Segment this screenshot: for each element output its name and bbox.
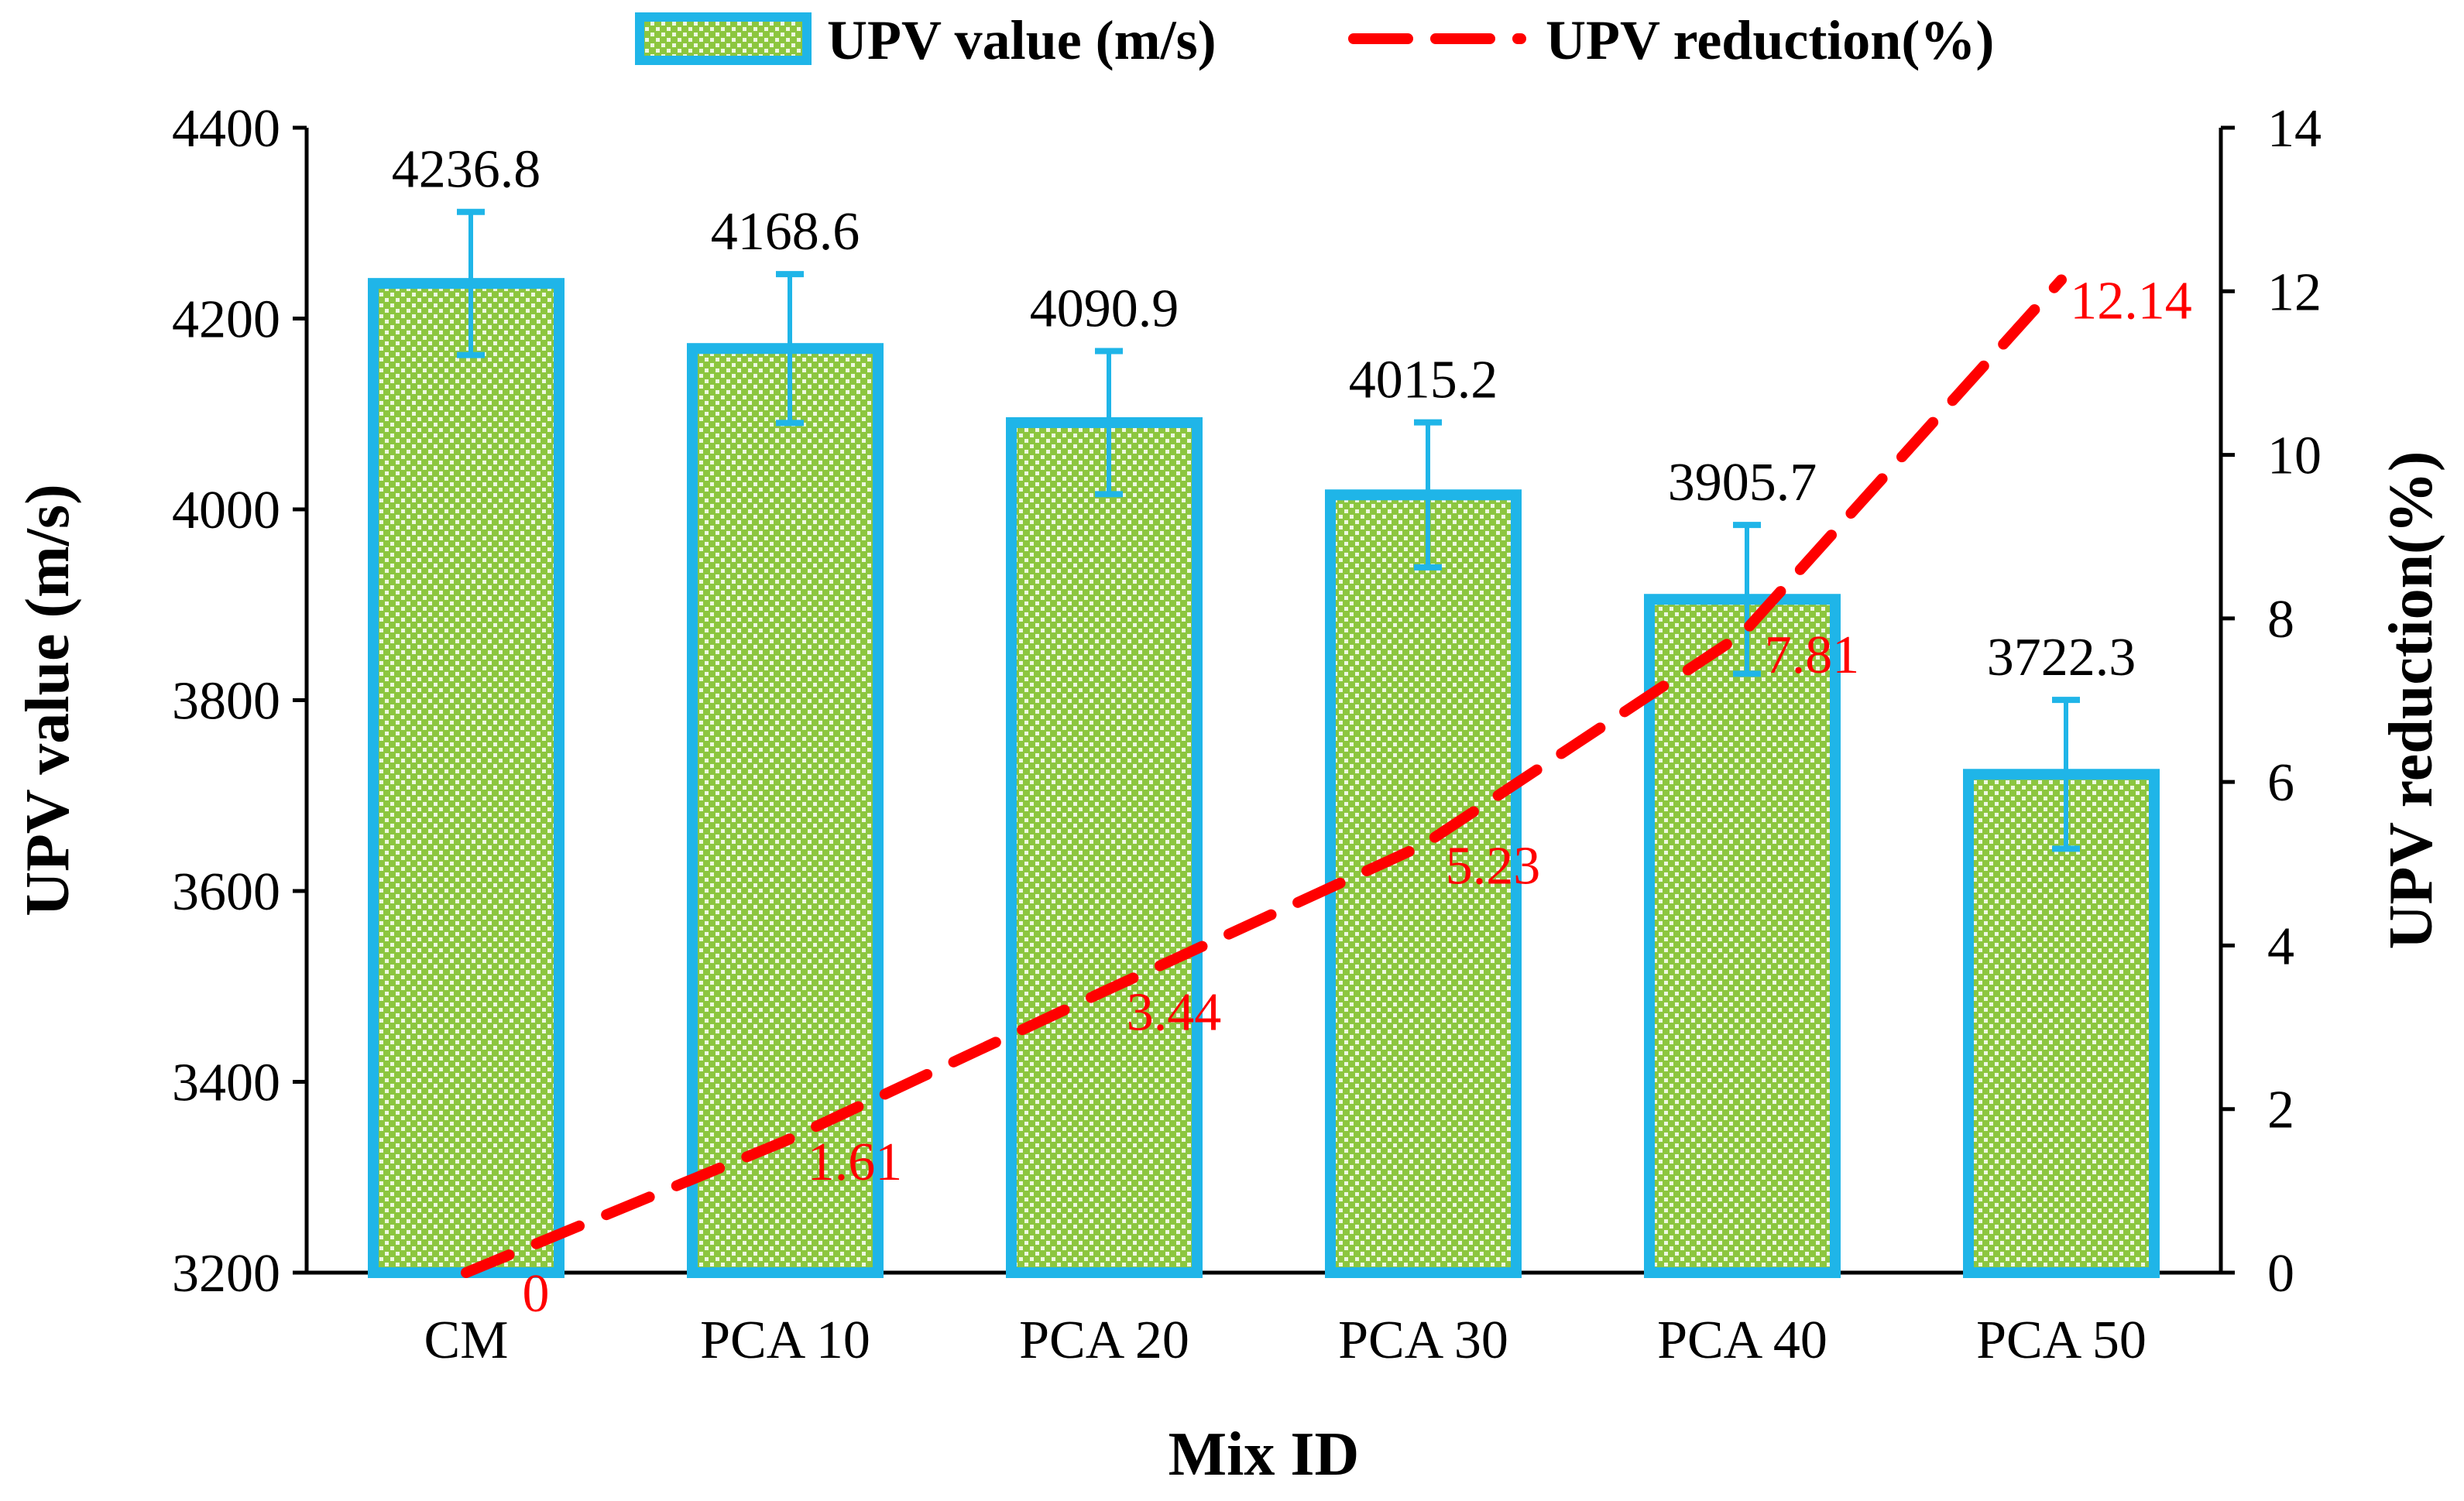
bar-value-label: 3722.3: [1987, 628, 2136, 687]
reduction-value-label: 1.61: [808, 1133, 903, 1192]
left-tick-label: 3400: [172, 1054, 280, 1113]
bar-value-label: 4236.8: [392, 140, 541, 200]
x-axis-title: Mix ID: [1169, 1420, 1360, 1489]
right-tick-label: 14: [2267, 99, 2322, 159]
bar-value-label: 4015.2: [1349, 351, 1498, 410]
y2-axis-title: UPV reduction(%): [2377, 451, 2445, 950]
left-tick-label: 4200: [172, 290, 280, 350]
right-tick-label: 8: [2267, 590, 2294, 649]
reduction-value-label: 12.14: [2070, 271, 2192, 331]
bar: [1963, 769, 2160, 1278]
bar: [368, 278, 565, 1278]
x-tick-label: PCA 20: [1019, 1311, 1189, 1370]
x-tick-label: PCA 10: [700, 1311, 870, 1370]
left-tick-label: 4000: [172, 481, 280, 540]
bar-value-label: 3905.7: [1668, 453, 1817, 512]
bar: [687, 343, 884, 1279]
right-tick-label: 2: [2267, 1081, 2294, 1140]
legend-bar-swatch: [635, 12, 812, 65]
x-tick-label: CM: [424, 1311, 509, 1370]
bar-value-label: 4168.6: [711, 202, 860, 262]
reduction-value-label: 7.81: [1765, 625, 1860, 685]
reduction-value-label: 3.44: [1127, 983, 1222, 1043]
bar: [1006, 416, 1203, 1279]
right-tick-label: 6: [2267, 753, 2294, 813]
x-tick-label: PCA 30: [1338, 1311, 1508, 1370]
reduction-value-label: 5.23: [1446, 836, 1541, 896]
x-tick-label: PCA 40: [1657, 1311, 1827, 1370]
y-axis-title: UPV value (m/s): [14, 484, 82, 916]
right-tick-label: 12: [2267, 262, 2322, 322]
reduction-value-label: 0: [523, 1264, 550, 1324]
bar: [1644, 594, 1841, 1278]
bar-value-label: 4090.9: [1030, 279, 1179, 339]
legend-label-upv-value: UPV value (m/s): [827, 9, 1217, 71]
bar: [1325, 489, 1522, 1278]
left-tick-label: 4400: [172, 99, 280, 159]
x-tick-label: PCA 50: [1976, 1311, 2147, 1370]
right-tick-label: 10: [2267, 427, 2322, 486]
left-tick-label: 3600: [172, 862, 280, 922]
legend-label-upv-reduction: UPV reduction(%): [1546, 9, 1994, 71]
reduction-line: [461, 274, 2067, 1278]
left-tick-label: 3800: [172, 672, 280, 732]
right-tick-label: 0: [2267, 1244, 2294, 1304]
left-tick-label: 3200: [172, 1244, 280, 1304]
right-tick-label: 4: [2267, 917, 2294, 976]
